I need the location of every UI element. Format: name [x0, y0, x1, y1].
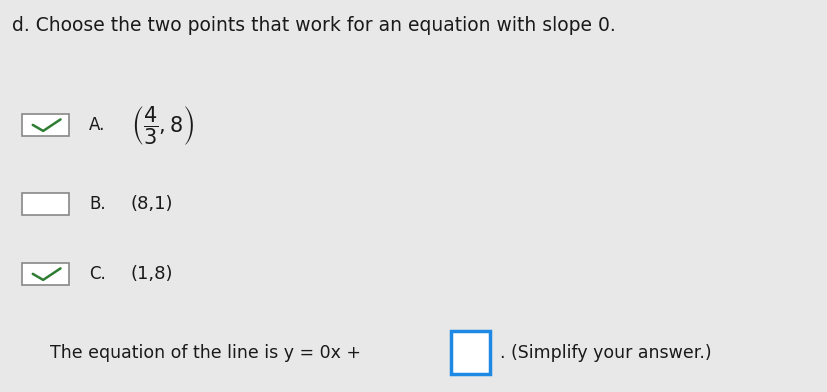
- Text: C.: C.: [89, 265, 106, 283]
- Text: . (Simplify your answer.): . (Simplify your answer.): [500, 344, 712, 362]
- Text: A.: A.: [89, 116, 106, 134]
- Bar: [22, 263, 69, 285]
- Bar: [22, 114, 69, 136]
- Text: $\left(\dfrac{4}{3},8\right)$: $\left(\dfrac{4}{3},8\right)$: [131, 104, 194, 147]
- Text: d. Choose the two points that work for an equation with slope 0.: d. Choose the two points that work for a…: [12, 16, 616, 34]
- Bar: [22, 193, 69, 215]
- Text: (1,8): (1,8): [131, 265, 173, 283]
- Text: B.: B.: [89, 195, 106, 213]
- Bar: [451, 331, 490, 374]
- Text: (8,1): (8,1): [131, 195, 173, 213]
- Text: The equation of the line is y = 0x +: The equation of the line is y = 0x +: [50, 344, 366, 362]
